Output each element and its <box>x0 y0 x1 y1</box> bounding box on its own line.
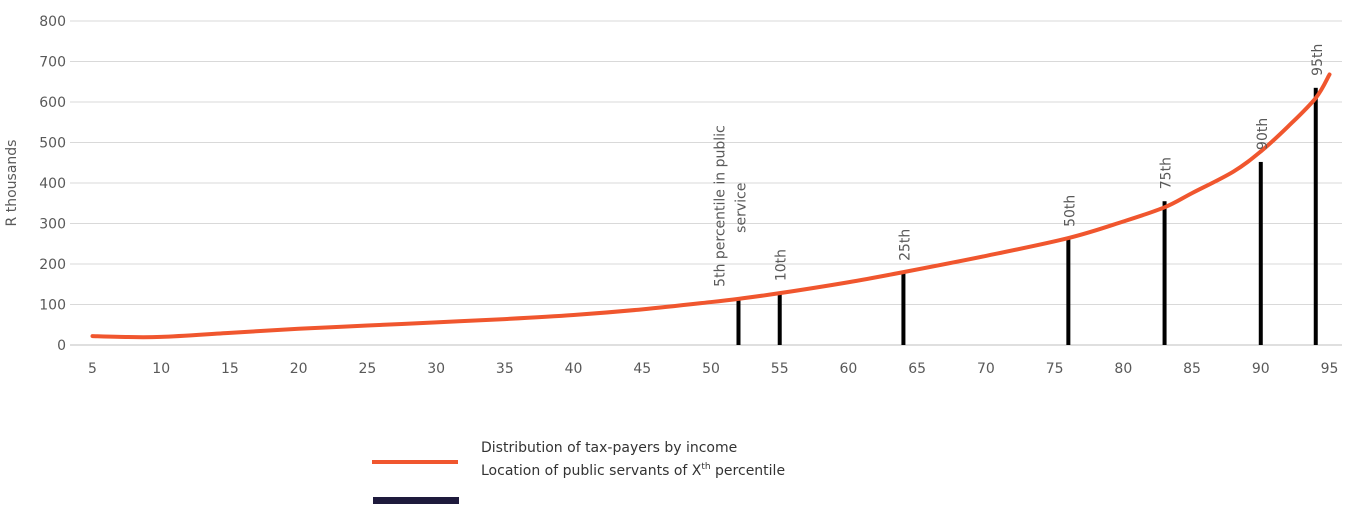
x-tick-label: 10 <box>152 361 170 377</box>
x-tick-label: 90 <box>1252 361 1270 377</box>
x-tick-label: 40 <box>565 361 583 377</box>
percentile-bar <box>1066 238 1071 345</box>
y-axis-label: R thousands <box>4 140 20 227</box>
percentile-bar <box>1313 87 1318 345</box>
x-tick-label: 55 <box>771 361 789 377</box>
legend: Distribution of tax-payers by income Loc… <box>372 440 785 504</box>
x-tick-label: 75 <box>1046 361 1064 377</box>
legend-label-suffix: percentile <box>711 463 785 479</box>
x-tick-label: 60 <box>840 361 858 377</box>
x-tick-label: 80 <box>1114 361 1132 377</box>
x-tick-label: 20 <box>290 361 308 377</box>
percentile-label: 5th percentile in public service <box>712 125 749 287</box>
y-tick-label: 200 <box>39 257 66 273</box>
x-tick-label: 70 <box>977 361 995 377</box>
y-tick-label: 100 <box>39 298 66 314</box>
legend-label-taxpayers: Distribution of tax-payers by income <box>481 440 737 456</box>
legend-label-sup: th <box>701 462 710 472</box>
percentile-label: 50th <box>1062 195 1078 227</box>
percentile-bar <box>901 272 906 345</box>
y-tick-label: 400 <box>39 176 66 192</box>
x-tick-label: 45 <box>633 361 651 377</box>
legend-swatch-box <box>373 497 459 504</box>
legend-label-prefix: Location of public servants of X <box>481 463 702 479</box>
percentile-label-line: 5th percentile in public <box>712 125 728 287</box>
y-tick-label: 500 <box>39 136 66 152</box>
x-tick-label: 65 <box>908 361 926 377</box>
x-tick-label: 30 <box>427 361 445 377</box>
percentile-bar <box>1162 201 1167 345</box>
percentile-bar <box>736 298 741 345</box>
x-tick-label: 25 <box>358 361 376 377</box>
y-tick-label: 600 <box>39 95 66 111</box>
x-tick-label: 15 <box>221 361 239 377</box>
percentile-label: 25th <box>897 229 913 261</box>
percentile-label-line: service <box>733 183 749 233</box>
x-tick-label: 85 <box>1183 361 1201 377</box>
legend-label-public-servants: Location of public servants of Xth perce… <box>481 462 785 479</box>
percentile-label: 10th <box>774 249 790 281</box>
x-tick-label: 5 <box>88 361 97 377</box>
y-tick-label: 300 <box>39 217 66 233</box>
percentile-label: 90th <box>1255 118 1271 150</box>
x-tick-label: 35 <box>496 361 514 377</box>
x-axis-ticks: 5 10 15 20 25 30 35 40 45 50 55 60 65 70 75 80 85 90 95 <box>88 361 1338 377</box>
percentile-labels: 5th percentile in public service 10th 25th 5… <box>712 44 1325 287</box>
percentile-label: 75th <box>1159 157 1175 189</box>
y-tick-label: 800 <box>39 14 66 30</box>
y-gridlines <box>70 20 1342 346</box>
percentile-markers <box>736 87 1318 345</box>
percentile-bar <box>777 293 782 345</box>
percentile-bar <box>1258 161 1263 345</box>
y-axis-ticks: 0 100 200 300 400 500 600 700 800 <box>39 14 66 354</box>
y-tick-label: 0 <box>57 338 66 354</box>
x-tick-label: 95 <box>1321 361 1339 377</box>
y-tick-label: 700 <box>39 55 66 71</box>
series-line-taxpayers <box>90 72 1332 340</box>
x-tick-label: 50 <box>702 361 720 377</box>
percentile-label: 95th <box>1310 44 1326 76</box>
